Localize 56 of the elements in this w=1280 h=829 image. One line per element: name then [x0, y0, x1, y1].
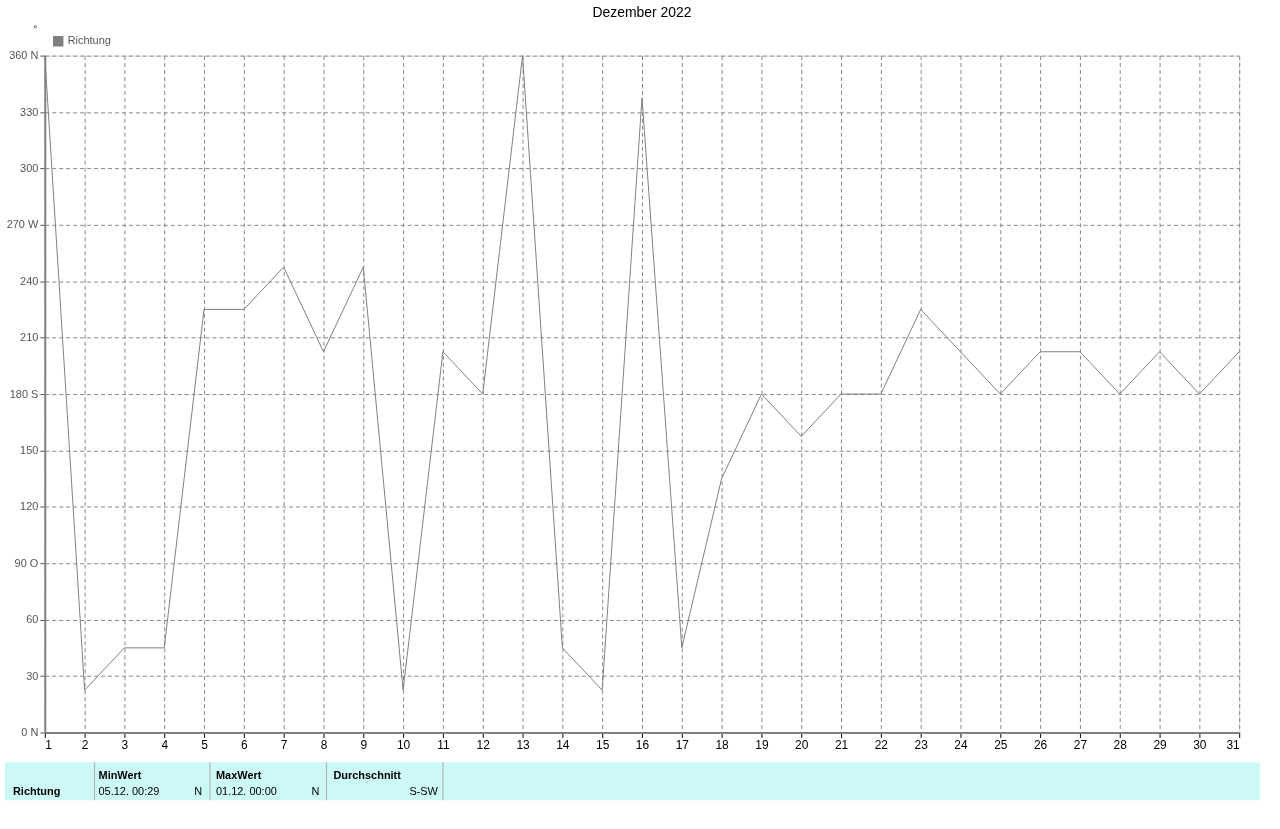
text: MinWert	[98, 769, 142, 782]
x-tick-label: 23	[914, 737, 929, 752]
x-tick-label: 15	[596, 737, 610, 752]
x-tick-label: 16	[635, 737, 650, 752]
text: MaxWert	[215, 769, 262, 782]
x-tick-label: 20	[795, 737, 809, 752]
x-tick-label: 6	[241, 737, 249, 752]
y-tick-label: 270 W	[6, 218, 39, 231]
x-tick-label: 17	[675, 737, 690, 752]
text: N	[311, 785, 320, 798]
x-tick-label: 26	[1033, 737, 1048, 752]
x-tick-label: 4	[161, 737, 169, 752]
x-tick-label: 11	[437, 737, 450, 752]
x-tick-label: 24	[954, 737, 968, 752]
x-tick-label: 21	[834, 737, 849, 752]
x-tick-label: 22	[874, 737, 889, 752]
x-tick-label: 28	[1113, 737, 1128, 752]
text: Richtung	[12, 785, 61, 798]
x-tick-label: 2	[81, 737, 89, 752]
text: 01.12. 00:00	[215, 785, 277, 798]
x-tick-label: 1	[45, 737, 53, 752]
text: S-SW	[409, 785, 439, 798]
y-tick-label: 300	[20, 161, 39, 174]
x-tick-label: 7	[280, 737, 288, 752]
text: 05.12. 00:29	[98, 785, 160, 798]
y-tick-label: 180 S	[9, 387, 39, 400]
x-tick-label: 29	[1153, 737, 1168, 752]
y-tick-label: 90 O	[14, 556, 39, 569]
x-tick-label: 31	[1226, 737, 1241, 752]
x-tick-label: 27	[1073, 737, 1088, 752]
y-tick-label: 60	[26, 613, 39, 626]
y-tick-label: 150	[20, 443, 39, 456]
y-tick-label: 30	[26, 669, 39, 682]
x-tick-label: 18	[715, 737, 730, 752]
x-tick-label: 25	[994, 737, 1008, 752]
y-tick-label: 330	[20, 105, 39, 118]
y-tick-label: 120	[20, 500, 39, 513]
x-tick-label: 13	[516, 737, 531, 752]
x-tick-label: 12	[476, 737, 491, 752]
y-axis-title: °	[33, 23, 38, 35]
x-tick-label: 14	[556, 737, 570, 752]
y-tick-label: 210	[20, 331, 39, 344]
x-tick-label: 30	[1193, 737, 1207, 752]
x-tick-label: 5	[201, 737, 209, 752]
chart-title: Dezember 2022	[592, 3, 692, 20]
y-tick-label: 240	[20, 274, 39, 287]
x-tick-label: 8	[320, 737, 328, 752]
x-tick-label: 19	[755, 737, 769, 752]
x-tick-label: 9	[360, 737, 368, 752]
y-tick-label: 0 N	[21, 725, 39, 738]
text: N	[194, 785, 203, 798]
x-tick-label: 3	[121, 737, 129, 752]
y-tick-label: 360 N	[9, 49, 39, 62]
text: Durchschnitt	[333, 769, 402, 782]
x-tick-label: 10	[396, 737, 411, 752]
legend-label: Richtung	[67, 34, 111, 47]
